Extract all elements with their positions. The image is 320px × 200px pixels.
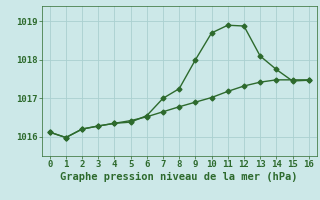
X-axis label: Graphe pression niveau de la mer (hPa): Graphe pression niveau de la mer (hPa) <box>60 172 298 182</box>
